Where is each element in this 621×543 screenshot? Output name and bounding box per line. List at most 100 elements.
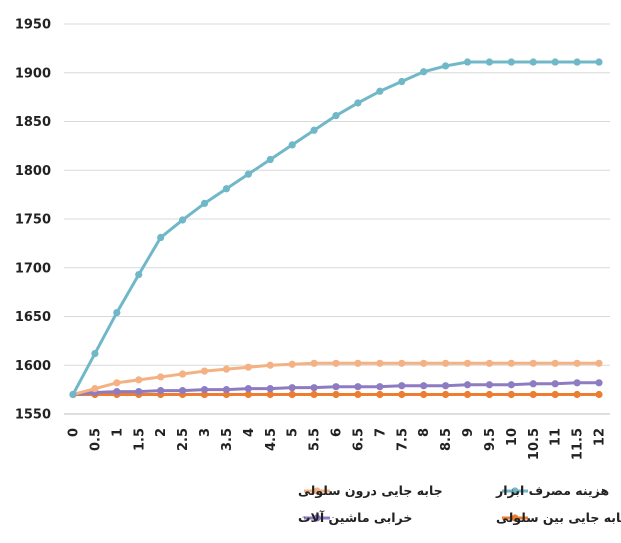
data-point bbox=[310, 126, 318, 134]
data-point bbox=[507, 381, 515, 389]
data-point bbox=[135, 387, 143, 396]
legend-label: جابه جایی درون سلولی bbox=[298, 483, 443, 498]
data-point bbox=[222, 365, 231, 373]
x-tick-label: 10.5 bbox=[527, 428, 542, 460]
data-point bbox=[573, 58, 581, 66]
y-tick-label: 1550 bbox=[15, 408, 51, 423]
legend-marker-dot bbox=[313, 487, 321, 495]
y-tick-label: 1900 bbox=[15, 66, 51, 81]
data-point bbox=[354, 99, 362, 107]
data-point bbox=[222, 185, 231, 193]
legend-marker-dot bbox=[511, 514, 519, 522]
data-point bbox=[595, 58, 603, 66]
x-tick-label: 9.5 bbox=[483, 428, 498, 451]
data-point bbox=[157, 373, 165, 381]
x-tick-label: 6.5 bbox=[351, 428, 366, 451]
data-point bbox=[135, 270, 143, 279]
data-point bbox=[113, 309, 121, 317]
legend-item: هزینه مصرف ابزار bbox=[495, 483, 609, 498]
x-tick-label: 1.5 bbox=[132, 428, 147, 451]
x-tick-label: 0.5 bbox=[88, 428, 103, 451]
y-axis-ticks: 1550 1600 1650 1700 1750 1800 1850 1900 1950 bbox=[15, 18, 51, 423]
data-point bbox=[398, 77, 406, 86]
x-tick-label: 0 bbox=[67, 428, 82, 437]
data-point bbox=[551, 380, 559, 388]
data-point bbox=[485, 58, 494, 66]
data-point bbox=[200, 386, 209, 394]
data-point bbox=[178, 370, 187, 378]
x-tick-label: 5 bbox=[286, 428, 301, 437]
data-point bbox=[288, 360, 296, 368]
data-point bbox=[507, 359, 515, 367]
data-point bbox=[288, 384, 296, 392]
data-point bbox=[244, 170, 252, 178]
data-point bbox=[420, 359, 428, 367]
data-point bbox=[332, 390, 340, 399]
legend-label: جابه جایی بین سلولی bbox=[496, 510, 621, 525]
data-point bbox=[573, 379, 581, 387]
data-point bbox=[178, 216, 187, 224]
data-point bbox=[135, 376, 143, 384]
data-point bbox=[91, 385, 99, 393]
data-point bbox=[573, 390, 581, 399]
x-tick-label: 10 bbox=[505, 428, 520, 446]
data-point bbox=[463, 390, 472, 399]
x-tick-label: 2 bbox=[154, 428, 169, 437]
data-point bbox=[310, 384, 318, 392]
data-point bbox=[376, 390, 384, 399]
data-point bbox=[266, 390, 274, 399]
data-point bbox=[332, 359, 340, 367]
data-point bbox=[595, 359, 603, 367]
x-tick-label: 11.5 bbox=[571, 428, 586, 460]
data-point bbox=[288, 141, 296, 149]
data-point bbox=[376, 87, 384, 95]
data-point bbox=[376, 359, 384, 367]
x-tick-label: 7.5 bbox=[395, 428, 410, 451]
data-point bbox=[485, 381, 494, 389]
data-point bbox=[266, 385, 274, 393]
y-tick-label: 1650 bbox=[15, 310, 51, 325]
data-point bbox=[529, 359, 537, 367]
x-tick-label: 8 bbox=[417, 428, 432, 437]
data-point bbox=[266, 361, 274, 369]
data-point bbox=[354, 383, 362, 391]
x-tick-label: 12 bbox=[593, 428, 608, 446]
legend: جابه جایی درون سلولی هزینه مصرف ابزار خراب… bbox=[298, 483, 621, 525]
data-point bbox=[463, 359, 472, 367]
data-point bbox=[69, 390, 77, 399]
y-tick-label: 1600 bbox=[15, 359, 51, 374]
data-point bbox=[420, 390, 428, 399]
data-point bbox=[113, 387, 121, 396]
data-point bbox=[354, 390, 362, 399]
x-axis-ticks: 0 0.5 1 1.5 2 2.5 3 3.5 4 4.5 5 5.5 6 6.5 7 7.5 8 8.5 9 9.5… bbox=[67, 428, 608, 460]
data-point bbox=[376, 383, 384, 391]
data-point bbox=[420, 382, 428, 390]
legend-label: هزینه مصرف ابزار bbox=[495, 483, 609, 498]
legend-label: خرابی ماشین آلات bbox=[298, 510, 412, 525]
data-point bbox=[157, 233, 165, 242]
data-point bbox=[157, 387, 165, 395]
series-lines bbox=[69, 58, 603, 399]
x-tick-label: 2.5 bbox=[176, 428, 191, 451]
data-point bbox=[529, 390, 537, 399]
x-tick-label: 3 bbox=[198, 428, 213, 437]
y-tick-label: 1700 bbox=[15, 261, 51, 276]
x-tick-label: 7 bbox=[373, 428, 388, 437]
data-point bbox=[507, 390, 515, 399]
data-point bbox=[551, 359, 559, 367]
series bbox=[69, 379, 603, 399]
y-tick-label: 1750 bbox=[15, 213, 51, 228]
legend-item: خرابی ماشین آلات bbox=[298, 510, 412, 525]
data-point bbox=[441, 390, 450, 399]
data-point bbox=[332, 383, 340, 391]
x-tick-label: 3.5 bbox=[220, 428, 235, 451]
x-tick-label: 4.5 bbox=[264, 428, 279, 451]
series bbox=[69, 58, 603, 399]
legend-marker-dot bbox=[511, 487, 519, 495]
y-tick-label: 1800 bbox=[15, 164, 51, 179]
data-point bbox=[332, 112, 340, 120]
data-point bbox=[398, 390, 406, 399]
data-point bbox=[288, 390, 296, 399]
